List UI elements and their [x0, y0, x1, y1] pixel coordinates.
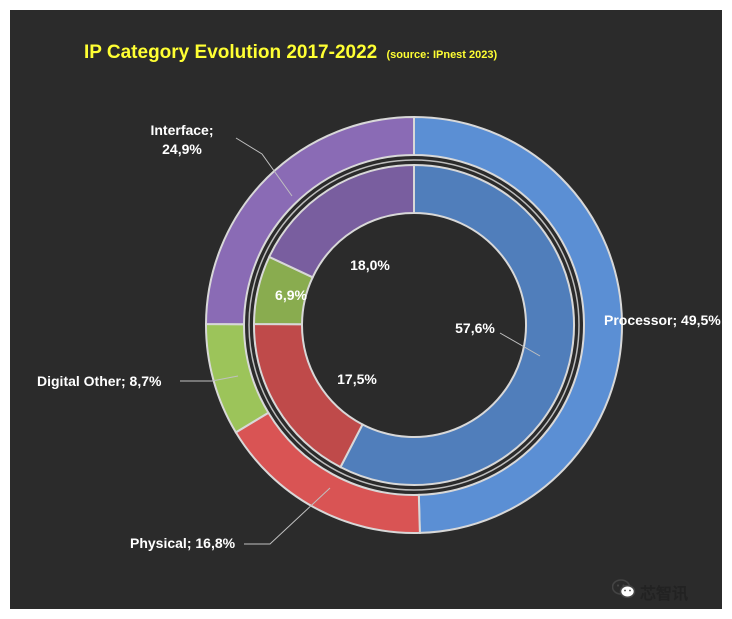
- outer-ring-slice-interface: [204, 115, 415, 326]
- chart-title-text: IP Category Evolution 2017-2022: [84, 42, 378, 63]
- inner-data-label-1: 17,5%: [337, 371, 377, 387]
- inner-data-label-0: 57,6%: [455, 320, 495, 336]
- inner-data-label-3: 18,0%: [350, 257, 390, 273]
- inner-data-label-2: 6,9%: [275, 287, 307, 303]
- chart-title: IP Category Evolution 2017-2022 (source:…: [84, 42, 497, 64]
- outer-data-label-1: Physical; 16,8%: [130, 535, 236, 551]
- chart-subtitle: (source: IPnest 2023): [386, 49, 498, 61]
- leader-line-outer-1: [244, 487, 331, 545]
- inner-ring-slice-processor: [339, 163, 575, 486]
- wechat-icon: [612, 579, 636, 599]
- outer-ring-slice-processor: [413, 115, 623, 534]
- watermark-text: 芯智讯: [640, 584, 689, 603]
- outer-data-label-3: Interface; 24,9%: [150, 122, 213, 157]
- outer-data-label-0: Processor; 49,5%: [604, 312, 721, 328]
- leader-line-processor-inner: [499, 332, 541, 357]
- ring-separator: [248, 159, 580, 491]
- inner-ring-slice-interface: [267, 163, 415, 279]
- leader-line-outer-3: [235, 137, 293, 197]
- outer-data-label-2: Digital Other; 8,7%: [37, 373, 162, 389]
- leader-line-outer-2: [180, 375, 239, 382]
